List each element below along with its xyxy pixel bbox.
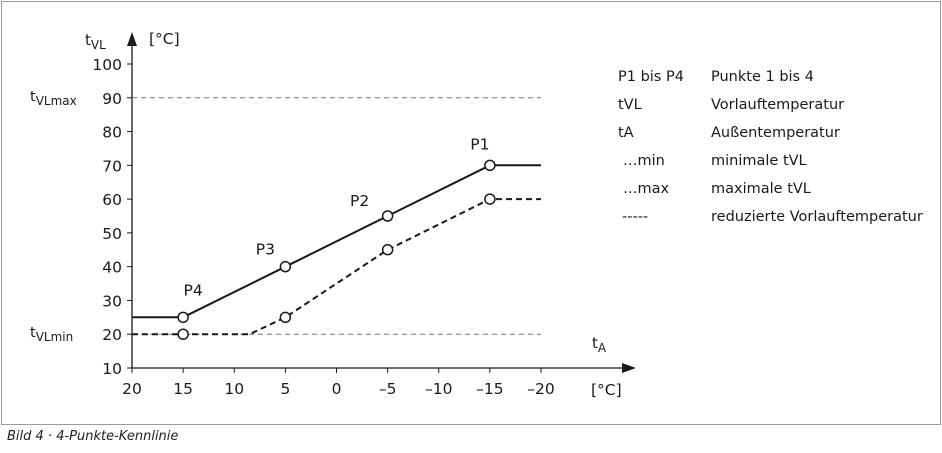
legend-key: tVL (618, 97, 642, 113)
y-tick-label: 90 (102, 90, 122, 108)
reference-line-label: tVLmin (30, 325, 73, 344)
point-marker (381, 244, 394, 256)
legend-key: tA (618, 125, 634, 141)
x-tick-label: –20 (527, 380, 554, 398)
series-lines (132, 164, 541, 336)
point-marker (381, 210, 394, 222)
point-label: P1 (470, 135, 489, 153)
y-tick-label: 30 (102, 292, 122, 310)
legend-value: minimale tVL (711, 153, 807, 169)
x-tick-label: 10 (224, 380, 244, 398)
x-tick-label: 5 (280, 380, 290, 398)
y-tick-label: 80 (102, 124, 122, 142)
legend-value: maximale tVL (711, 181, 811, 197)
figure-frame: 10 20 30 40 50 60 70 80 90 100 20 15 10 5 0 –5 –10 –15 –20… (1, 1, 941, 425)
x-axis-label: tA (592, 334, 607, 355)
point-label: P3 (256, 241, 275, 259)
legend-key: …min (623, 153, 665, 169)
point-marker (484, 193, 496, 205)
y-tick-label: 20 (102, 326, 122, 344)
point-marker (279, 260, 292, 273)
y-tick-label: 40 (102, 259, 122, 277)
y-tick-label: 10 (102, 360, 122, 378)
legend-key: P1 bis P4 (618, 69, 684, 85)
legend-key: ----- (622, 209, 649, 225)
point-label: P4 (184, 281, 203, 299)
point-marker (484, 159, 496, 172)
x-axis-arrow (622, 363, 636, 373)
x-tick-label: –10 (425, 380, 452, 398)
legend-value: Vorlauftemperatur (711, 97, 845, 113)
legend-value: Punkte 1 bis 4 (711, 69, 814, 85)
dashed-series-line (132, 198, 541, 336)
x-tick-label: –5 (379, 380, 397, 398)
chart-labels: tVL [°C] tA [°C] tVLmax tVLmin P4 P3 P2 P1 (30, 30, 622, 399)
legend-value: Außentemperatur (711, 125, 840, 141)
x-tick-label: 0 (332, 380, 342, 398)
legend-key: …max (623, 181, 670, 197)
point-marker (177, 311, 189, 324)
y-axis-label: tVL (85, 31, 106, 52)
legend-value: reduzierte Vorlauftemperatur (711, 209, 923, 225)
x-tick-label: –15 (476, 380, 503, 398)
y-tick-label: 100 (92, 56, 122, 74)
y-tick-label: 70 (102, 157, 122, 175)
x-tick-label: 20 (122, 380, 142, 398)
reference-line-label: tVLmax (30, 89, 77, 108)
point-markers (177, 159, 496, 340)
solid-series-line (132, 164, 541, 319)
x-tick-label: 15 (173, 380, 193, 398)
point-marker (279, 311, 292, 324)
y-tick-label: 60 (102, 191, 122, 209)
y-axis-unit: [°C] (149, 30, 180, 48)
y-axis-arrow (127, 32, 137, 46)
point-marker (177, 328, 189, 340)
figure-caption: Bild 4 · 4-Punkte-Kennlinie (7, 429, 179, 444)
y-tick-label: 50 (102, 225, 122, 243)
point-label: P2 (350, 192, 369, 210)
x-axis-unit: [°C] (591, 381, 622, 399)
